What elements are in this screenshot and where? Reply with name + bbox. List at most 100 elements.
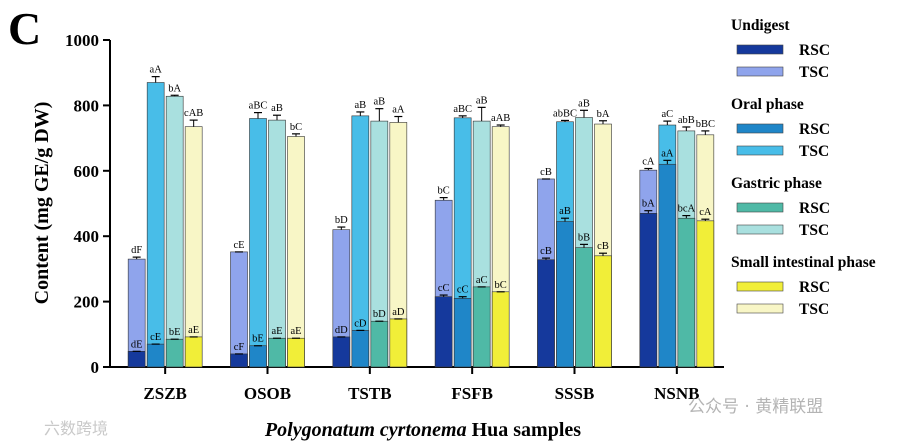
legend-group-title: Undigest: [731, 17, 790, 34]
data-label-rsc: aC: [476, 275, 488, 286]
y-axis-label: Content (mg GE/g DW): [31, 102, 53, 305]
legend-item-label: TSC: [799, 222, 829, 239]
data-label-rsc: cC: [457, 285, 469, 296]
data-label-rsc: cB: [540, 246, 552, 257]
data-label-rsc: cF: [234, 342, 245, 353]
x-tick-label: ZSZB: [143, 384, 186, 403]
data-label-rsc: aB: [559, 206, 571, 217]
y-tick-label: 1000: [65, 31, 99, 50]
data-label-rsc: dD: [335, 325, 348, 336]
legend-item-label: RSC: [799, 121, 830, 138]
data-label-tsc: abB: [678, 115, 695, 126]
data-label-tsc: bD: [335, 215, 348, 226]
legend-group-title: Small intestinal phase: [731, 254, 876, 271]
data-label-tsc: bC: [290, 122, 302, 133]
bar-rsc: [332, 336, 351, 368]
data-label-tsc: bA: [168, 83, 181, 94]
x-axis-label-species: Polygonatum cyrtonema: [264, 419, 467, 441]
data-label-tsc: cE: [233, 240, 244, 251]
x-tick-label: FSFB: [451, 384, 493, 403]
data-label-tsc: aA: [150, 65, 163, 76]
data-label-tsc: dF: [131, 245, 142, 256]
legend-swatch: [736, 303, 784, 314]
bar-rsc: [287, 337, 305, 368]
y-tick-label: 0: [91, 358, 100, 377]
data-label-rsc: bE: [252, 334, 264, 345]
bar-rsc: [184, 336, 203, 368]
legend-item-label: RSC: [799, 42, 830, 59]
bar-rsc: [230, 353, 248, 368]
legend-swatch: [736, 123, 784, 134]
bar-rsc: [268, 337, 286, 368]
bar-rsc: [677, 217, 696, 368]
legend-swatch: [736, 44, 784, 55]
legend-swatch: [736, 281, 784, 292]
x-axis-label-rest: Hua samples: [467, 419, 582, 441]
plot-area: 0 200 400 600 800 1000 ZSZB dF dE aA cE bA bE cAB aE OS…: [65, 31, 724, 403]
data-label-tsc: aB: [578, 98, 590, 109]
bar-tsc: [146, 82, 165, 368]
data-label-rsc: dE: [131, 339, 143, 350]
data-label-tsc: aB: [271, 103, 283, 114]
data-label-rsc: cE: [150, 332, 161, 343]
legend-item-label: RSC: [799, 200, 830, 217]
data-label-tsc: aA: [392, 105, 405, 116]
data-label-tsc: aAB: [491, 113, 510, 124]
legend-swatch: [736, 224, 784, 235]
data-label-tsc: bC: [438, 186, 450, 197]
data-label-rsc: aD: [392, 307, 405, 318]
data-label-rsc: cB: [597, 241, 609, 252]
y-tick-label: 200: [74, 293, 100, 312]
bar-rsc: [146, 343, 165, 368]
legend-item-label: TSC: [799, 301, 829, 318]
data-label-rsc: bE: [169, 327, 181, 338]
legend-group-title: Oral phase: [731, 96, 804, 113]
bar-rsc: [453, 298, 472, 368]
data-label-rsc: bB: [578, 232, 590, 243]
legend-item-label: RSC: [799, 279, 830, 296]
bar-rsc: [165, 338, 184, 368]
bar-rsc: [472, 286, 491, 368]
data-label-tsc: aB: [373, 97, 385, 108]
bar-rsc: [575, 247, 593, 368]
bar-rsc: [556, 221, 574, 368]
bar-rsc: [537, 259, 555, 368]
legend-item-label: TSC: [799, 143, 829, 160]
data-label-rsc: bC: [495, 280, 507, 291]
data-label-tsc: abBC: [553, 108, 577, 119]
data-label-rsc: aE: [290, 326, 301, 337]
x-tick-label: NSNB: [654, 384, 699, 403]
bar-rsc: [594, 255, 612, 368]
watermark-right: 公众号 · 黄精联盟: [688, 397, 823, 417]
watermark-left: 六数跨境: [44, 419, 108, 438]
bar-rsc: [491, 291, 510, 368]
bar-rsc: [249, 345, 267, 368]
x-axis-label: Polygonatum cyrtonema Hua samples: [264, 419, 581, 441]
bar-tsc: [249, 118, 267, 368]
x-tick-label: SSSB: [555, 384, 595, 403]
data-label-tsc: cA: [642, 157, 655, 168]
data-label-tsc: aBC: [453, 104, 472, 115]
data-label-rsc: cD: [354, 318, 367, 329]
bar-rsc: [351, 330, 370, 368]
data-label-tsc: bBC: [696, 119, 715, 130]
legend: Undigest RSC TSC Oral phase RSC TSC Gastric ph…: [731, 17, 876, 318]
bar-rsc: [127, 351, 146, 368]
legend-swatch: [736, 202, 784, 213]
data-label-tsc: aB: [354, 100, 366, 111]
legend-item-label: TSC: [799, 64, 829, 81]
legend-swatch: [736, 66, 784, 77]
x-tick-label: TSTB: [348, 384, 391, 403]
y-tick-label: 400: [74, 227, 100, 246]
data-label-rsc: cC: [438, 283, 450, 294]
data-label-tsc: aB: [476, 95, 488, 106]
bar-rsc: [658, 163, 677, 368]
data-label-rsc: aE: [188, 325, 199, 336]
data-label-tsc: cB: [540, 167, 552, 178]
y-tick-label: 800: [74, 96, 100, 115]
legend-group-title: Gastric phase: [731, 175, 822, 192]
data-label-rsc: aE: [271, 326, 282, 337]
legend-swatch: [736, 145, 784, 156]
data-label-tsc: bA: [597, 109, 610, 120]
